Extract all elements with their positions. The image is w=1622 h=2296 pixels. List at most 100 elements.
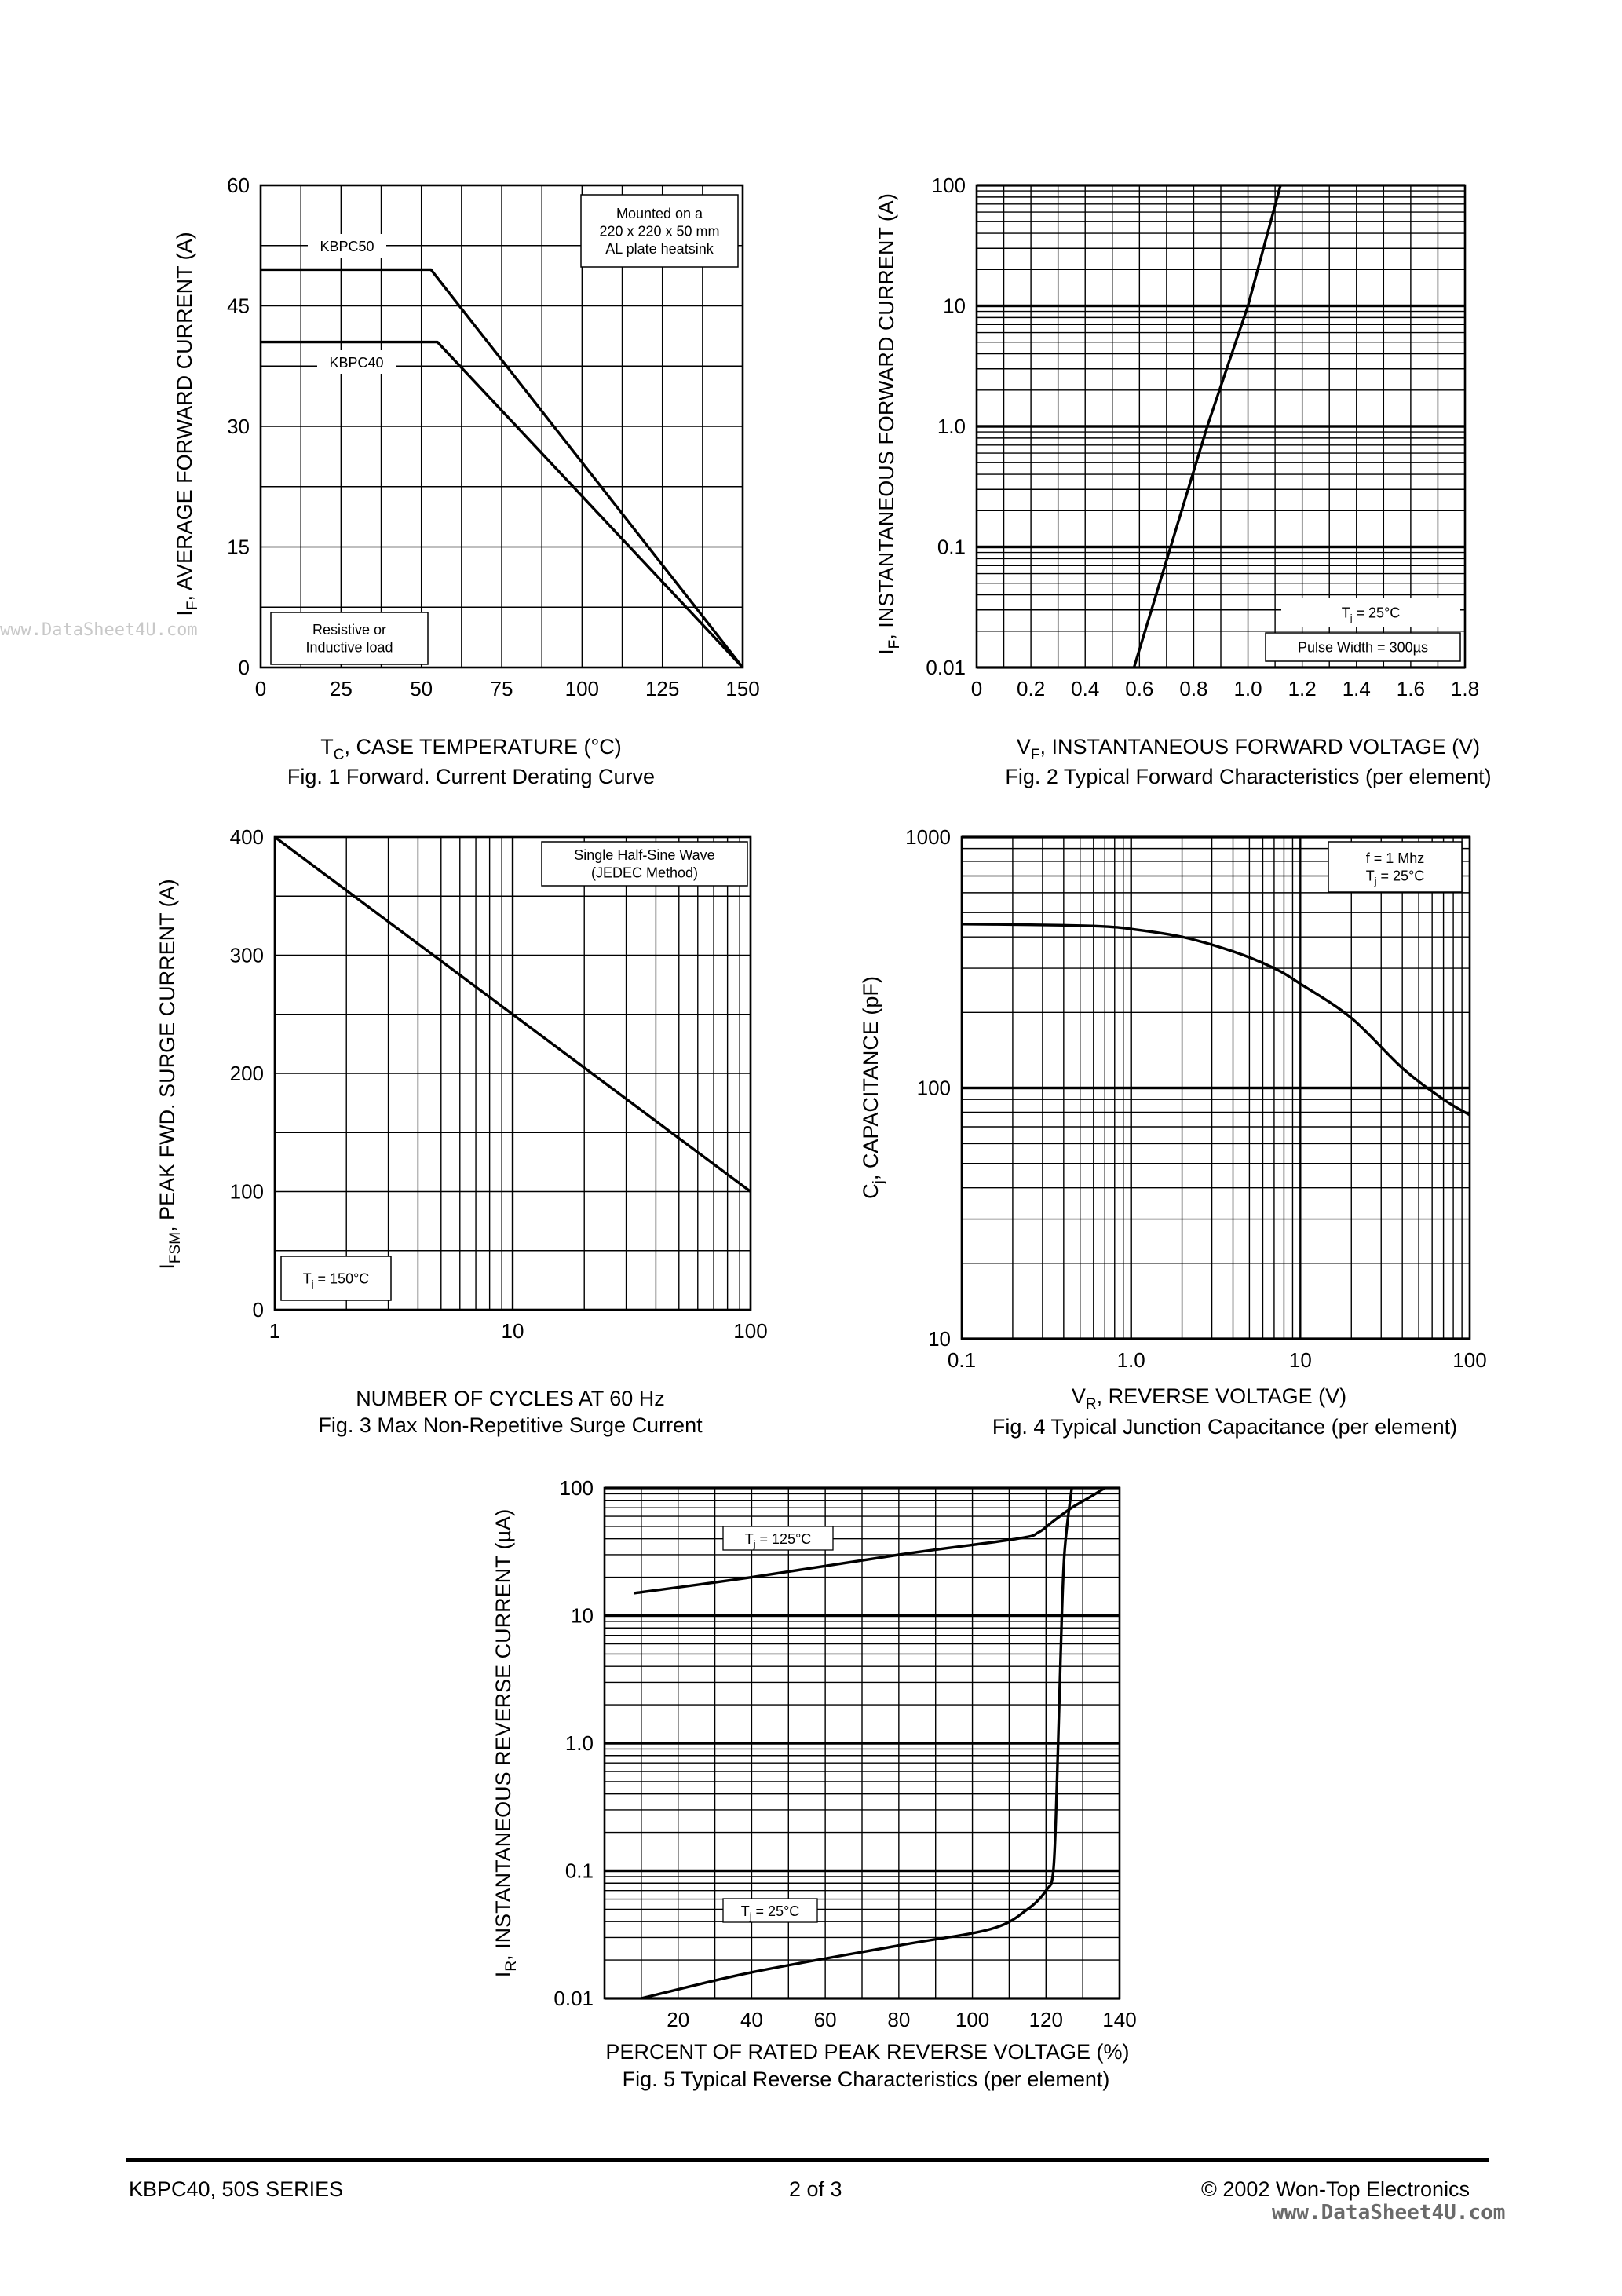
footer-rule (126, 2158, 1489, 2162)
x-tick-label: 1.6 (1397, 677, 1425, 700)
annotation-box: Pulse Width = 300µs (1265, 632, 1461, 662)
x-tick-label: 60 (814, 2008, 837, 2031)
series-line (961, 923, 1470, 1117)
x-tick-label: 100 (1452, 1348, 1486, 1372)
x-tick-label: 1.8 (1451, 677, 1479, 700)
annotation-text: KBPC40 (329, 355, 383, 371)
annotation-text: Single Half-Sine Wave (574, 847, 714, 863)
x-tick-label: 0.2 (1017, 677, 1045, 700)
x-tick-label: 0.6 (1125, 677, 1153, 700)
series-line (261, 268, 744, 669)
chart-fig2: Tj = 25°C Pulse Width = 300µs 0 0.2 0.4 0.6 0.… (875, 174, 1492, 788)
y-tick-label: 300 (230, 944, 264, 967)
x-axis-label: TC, CASE TEMPERATURE (°C) (320, 735, 622, 763)
x-tick-label: 10 (1289, 1348, 1312, 1372)
annotation-text: f = 1 Mhz (1366, 850, 1425, 866)
series-label: KBPC50 (308, 234, 386, 258)
series-label: Tj = 125°C (722, 1526, 834, 1551)
annotation-text: Tj = 25°C (1366, 868, 1425, 887)
x-tick-label: 0.8 (1179, 677, 1207, 700)
x-tick-label: 25 (330, 677, 353, 700)
y-tick-label: 100 (230, 1180, 264, 1204)
figure-caption: Fig. 2 Typical Forward Characteristics (… (1005, 765, 1491, 788)
annotation-box: Tj = 150°C (280, 1256, 392, 1301)
y-tick-label: 1000 (905, 825, 951, 849)
x-tick-label: 0.4 (1071, 677, 1099, 700)
x-tick-label: 0 (255, 677, 266, 700)
annotation-box: Mounted on a 220 x 220 x 50 mm AL plate he… (580, 194, 739, 268)
annotation-text: Tj = 25°C (741, 1903, 800, 1922)
annotation-text: Tj = 25°C (1342, 605, 1401, 623)
x-tick-label: 100 (955, 2008, 989, 2031)
y-axis-label: IF, INSTANTANEOUS FORWARD CURRENT (A) (875, 193, 903, 655)
x-tick-label: 80 (887, 2008, 910, 2031)
annotation-background (270, 612, 429, 665)
x-tick-label: 10 (502, 1319, 524, 1343)
x-tick-label: 100 (733, 1319, 767, 1343)
footer-page-number: 2 of 3 (789, 2177, 842, 2201)
annotation-text: Tj = 125°C (745, 1531, 812, 1550)
x-tick-label: 40 (740, 2008, 763, 2031)
annotation-text: 220 x 220 x 50 mm (599, 223, 719, 239)
x-tick-label: 120 (1029, 2008, 1063, 2031)
chart-fig5: Tj = 125°C Tj = 25°C 20 40 60 80 100 120 140 0.01… (491, 1476, 1137, 2091)
y-tick-label: 100 (932, 174, 966, 197)
x-tick-label: 100 (565, 677, 599, 700)
chart-fig3: Single Half-Sine Wave (JEDEC Method) Tj = … (155, 825, 768, 1437)
annotation-background (1328, 841, 1463, 893)
annotation-background (1265, 632, 1461, 662)
x-tick-label: 0 (971, 677, 982, 700)
series-line (641, 1487, 1073, 2000)
annotation-background (580, 194, 739, 268)
y-axis-label: Cj, CAPACITANCE (pF) (859, 976, 887, 1199)
y-tick-label: 100 (560, 1476, 594, 1500)
series-line (1132, 185, 1282, 668)
y-axis-label: IFSM, PEAK FWD. SURGE CURRENT (A) (155, 879, 184, 1269)
series-label: Tj = 25°C (722, 1898, 818, 1923)
y-tick-label: 200 (230, 1062, 264, 1085)
x-tick-label: 1.0 (1233, 677, 1262, 700)
x-tick-label: 75 (491, 677, 513, 700)
y-tick-label: 10 (928, 1327, 951, 1351)
series-label-background (308, 234, 386, 258)
annotation-text: Resistive or (312, 622, 386, 638)
y-tick-label: 30 (227, 415, 250, 438)
plot-frame (975, 184, 1467, 669)
annotation-box: Tj = 25°C (1281, 598, 1460, 627)
x-axis-label: VF, INSTANTANEOUS FORWARD VOLTAGE (V) (1017, 735, 1480, 763)
annotation-background (280, 1256, 392, 1301)
x-tick-label: 50 (410, 677, 433, 700)
plot-frame (273, 835, 752, 1311)
x-tick-label: 1.0 (1117, 1348, 1145, 1372)
series-label-background (317, 350, 396, 374)
y-tick-label: 10 (571, 1604, 594, 1628)
series-line (273, 835, 752, 1193)
y-tick-label: 60 (227, 174, 250, 197)
x-tick-label: 125 (645, 677, 679, 700)
series-label: KBPC40 (317, 350, 396, 374)
x-tick-label: 140 (1102, 2008, 1136, 2031)
series-line (261, 340, 744, 669)
y-tick-label: 1.0 (937, 415, 966, 438)
footer-series: KBPC40, 50S SERIES (129, 2177, 344, 2201)
plot-frame (960, 835, 1471, 1340)
x-tick-label: 20 (667, 2008, 689, 2031)
annotation-background (1281, 598, 1460, 627)
x-tick-label: 1.4 (1343, 677, 1371, 700)
y-tick-label: 0 (239, 656, 250, 679)
y-tick-label: 400 (230, 825, 264, 849)
annotation-text: Inductive load (305, 640, 393, 656)
series-line (634, 1486, 1106, 1595)
y-axis-label: IF, AVERAGE FORWARD CURRENT (A) (173, 232, 201, 616)
figure-caption: Fig. 5 Typical Reverse Characteristics (… (623, 2067, 1110, 2091)
x-tick-label: 150 (725, 677, 759, 700)
annotation-box: Resistive or Inductive load (270, 612, 429, 665)
y-tick-label: 0 (253, 1298, 264, 1322)
figure-caption: Fig. 4 Typical Junction Capacitance (per… (992, 1415, 1457, 1439)
footer-watermark-link[interactable]: www.DataSheet4U.com (1272, 2201, 1506, 2225)
x-tick-label: 1.2 (1288, 677, 1317, 700)
y-tick-label: 1.0 (565, 1731, 594, 1755)
chart-fig1: KBPC50 KBPC40 Mounted on a 220 x 220 x 50 m… (173, 174, 760, 788)
annotation-background (541, 841, 748, 887)
